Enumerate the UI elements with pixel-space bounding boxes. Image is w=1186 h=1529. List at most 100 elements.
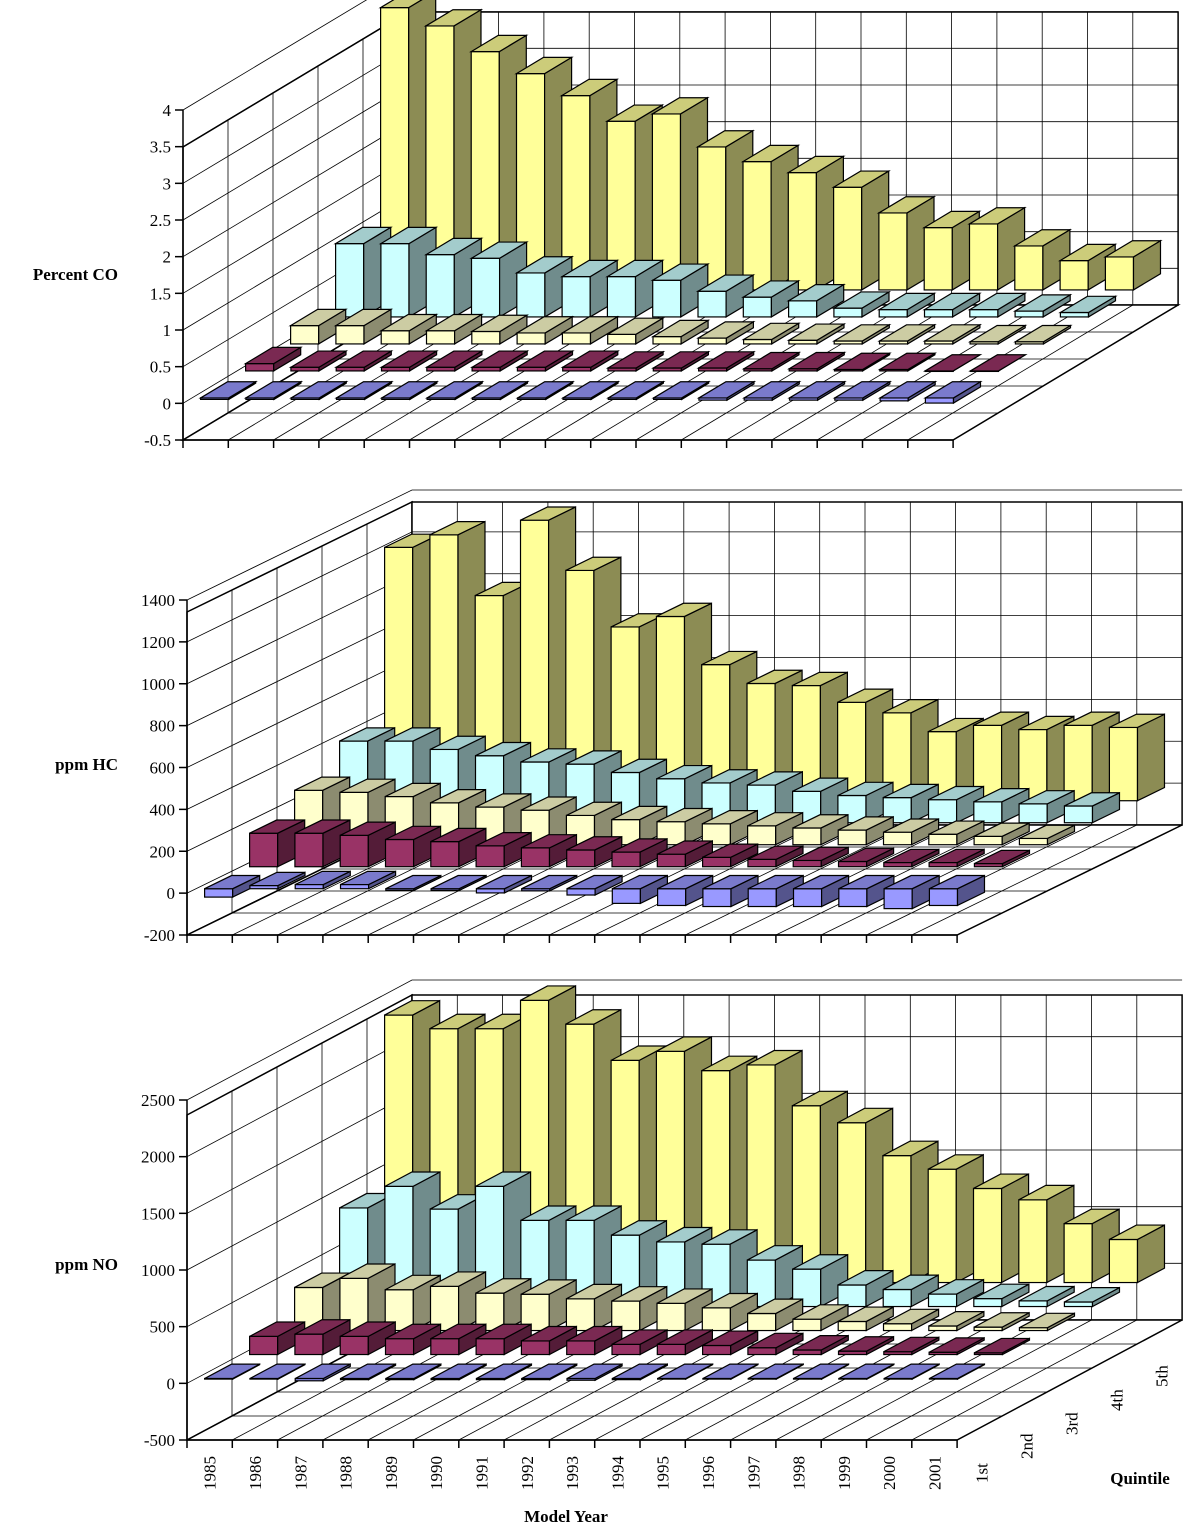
bar-3rd-1992 <box>611 805 668 846</box>
bar-1st-1998 <box>787 380 847 402</box>
bar-2nd-1989 <box>424 350 485 372</box>
y-tick-label: 2.5 <box>150 211 171 230</box>
bar-4th-2000 <box>1018 789 1075 824</box>
x-tick-label: 2001 <box>925 1456 944 1490</box>
bar-1st-1999 <box>838 874 895 908</box>
bar-3rd-1987 <box>379 313 439 345</box>
bar-3rd-1990 <box>514 315 575 345</box>
bar-1st-1994 <box>606 380 666 401</box>
x-tick-label: 1989 <box>382 1456 401 1490</box>
bar-4th-1993 <box>695 274 756 318</box>
bar-2nd-1987 <box>339 1320 396 1356</box>
bar-1st-1993 <box>566 874 623 896</box>
bar-2nd-1998 <box>832 352 892 372</box>
bar-3rd-1997 <box>837 1306 894 1332</box>
bar-1st-2001 <box>923 380 983 405</box>
bar-1st-1986 <box>249 1363 306 1381</box>
bar-2nd-1989 <box>430 1323 487 1356</box>
bar-3rd-1993 <box>650 319 711 345</box>
bar-1st-1997 <box>747 1363 804 1381</box>
bar-4th-2000 <box>1012 293 1073 318</box>
bar-2nd-1988 <box>379 350 439 372</box>
bar-2nd-1998 <box>837 1335 895 1356</box>
y-tick-label: 600 <box>150 759 176 778</box>
bar-3rd-1994 <box>701 1292 758 1332</box>
bar-1st-1988 <box>339 870 397 890</box>
y-axis <box>179 1099 958 1448</box>
bar-2nd-1996 <box>747 845 804 868</box>
bar-3rd-2001 <box>1013 324 1073 345</box>
y-tick-label: 1000 <box>141 675 175 694</box>
bar-1st-2000 <box>877 380 938 402</box>
bar-1st-1993 <box>560 380 621 401</box>
x-tick-label: 1987 <box>291 1456 310 1491</box>
bar-2nd-1994 <box>656 1328 713 1356</box>
bar-5th-1998 <box>967 206 1027 291</box>
bar-2nd-1992 <box>560 350 620 372</box>
bar-3rd-1988 <box>429 1270 487 1332</box>
bar-1st-1993 <box>566 1363 623 1382</box>
y-axis <box>175 109 954 448</box>
bar-2nd-1999 <box>883 1336 940 1356</box>
quintile-tick-label: 5th <box>1153 1365 1172 1387</box>
bar-2nd-1992 <box>566 835 623 868</box>
hc-chart-panel: 1400 1200 1000 800 600 400 200 0 -200 ppm HC <box>55 489 1183 945</box>
bar-1st-1999 <box>838 1363 895 1381</box>
y-tick-label: 0 <box>167 884 176 903</box>
bar-4th-1994 <box>741 279 801 318</box>
y-tick-label: 0 <box>167 1374 176 1393</box>
bar-1st-1994 <box>611 1363 668 1381</box>
bar-3rd-1999 <box>922 323 983 345</box>
x-tick-label: 1991 <box>472 1456 491 1490</box>
bar-4th-1991 <box>605 259 665 318</box>
x-tick-label: 1986 <box>246 1456 265 1490</box>
y-tick-label: 1500 <box>141 1204 175 1223</box>
x-tick-label: 1988 <box>337 1456 356 1490</box>
bar-1st-1985 <box>204 1363 261 1381</box>
y-tick-label: -0.5 <box>144 431 171 450</box>
bar-2nd-1996 <box>741 351 802 372</box>
y-tick-label: 3 <box>163 174 172 193</box>
bar-2nd-1987 <box>334 350 394 372</box>
x-tick-label: 1996 <box>699 1456 718 1490</box>
y-axis-label: ppm HC <box>55 755 118 774</box>
bar-2nd-1999 <box>877 352 938 372</box>
x-tick-label: 1993 <box>563 1456 582 1490</box>
y-axis-label: Percent CO <box>33 265 118 284</box>
quintile-tick-label: 1st <box>973 1463 992 1483</box>
bar-2nd-1997 <box>787 351 847 372</box>
x-tick-label: 1998 <box>790 1456 809 1490</box>
bar-3rd-1998 <box>877 323 937 345</box>
bar-3rd-1998 <box>882 1308 940 1332</box>
bar-2nd-1999 <box>883 848 940 868</box>
bar-5th-2001 <box>1108 713 1166 802</box>
bar-4th-1996 <box>837 1269 894 1308</box>
bar-1st-1997 <box>742 380 802 402</box>
y-tick-label: 1200 <box>141 633 175 652</box>
bar-5th-1991 <box>655 602 713 802</box>
bar-3rd-2000 <box>967 324 1028 345</box>
bar-2nd-1986 <box>294 1318 351 1356</box>
bar-2nd-1985 <box>243 346 303 372</box>
y-tick-label: 2500 <box>141 1091 175 1110</box>
bar-2nd-1998 <box>837 847 895 868</box>
bar-2nd-2001 <box>973 1337 1031 1356</box>
bar-2nd-2000 <box>922 354 983 373</box>
bar-4th-1998 <box>927 785 985 824</box>
bar-2nd-1989 <box>430 827 487 868</box>
bar-3rd-2000 <box>973 1311 1030 1332</box>
bar-2nd-1991 <box>515 350 575 372</box>
y-tick-label: 800 <box>150 717 176 736</box>
bar-1st-1989 <box>385 874 442 892</box>
y-tick-label: 3.5 <box>150 138 171 157</box>
y-tick-label: 400 <box>150 800 176 819</box>
bar-1st-1988 <box>339 1363 397 1381</box>
bar-3rd-1994 <box>696 320 756 345</box>
bar-3rd-1995 <box>741 322 801 345</box>
bar-1st-1985 <box>198 380 258 401</box>
bar-1st-1987 <box>294 1363 351 1382</box>
bar-2nd-1993 <box>611 1328 668 1356</box>
bar-2nd-1995 <box>702 1330 759 1356</box>
y-tick-label: 2000 <box>141 1148 175 1167</box>
y-tick-label: 1 <box>163 321 172 340</box>
